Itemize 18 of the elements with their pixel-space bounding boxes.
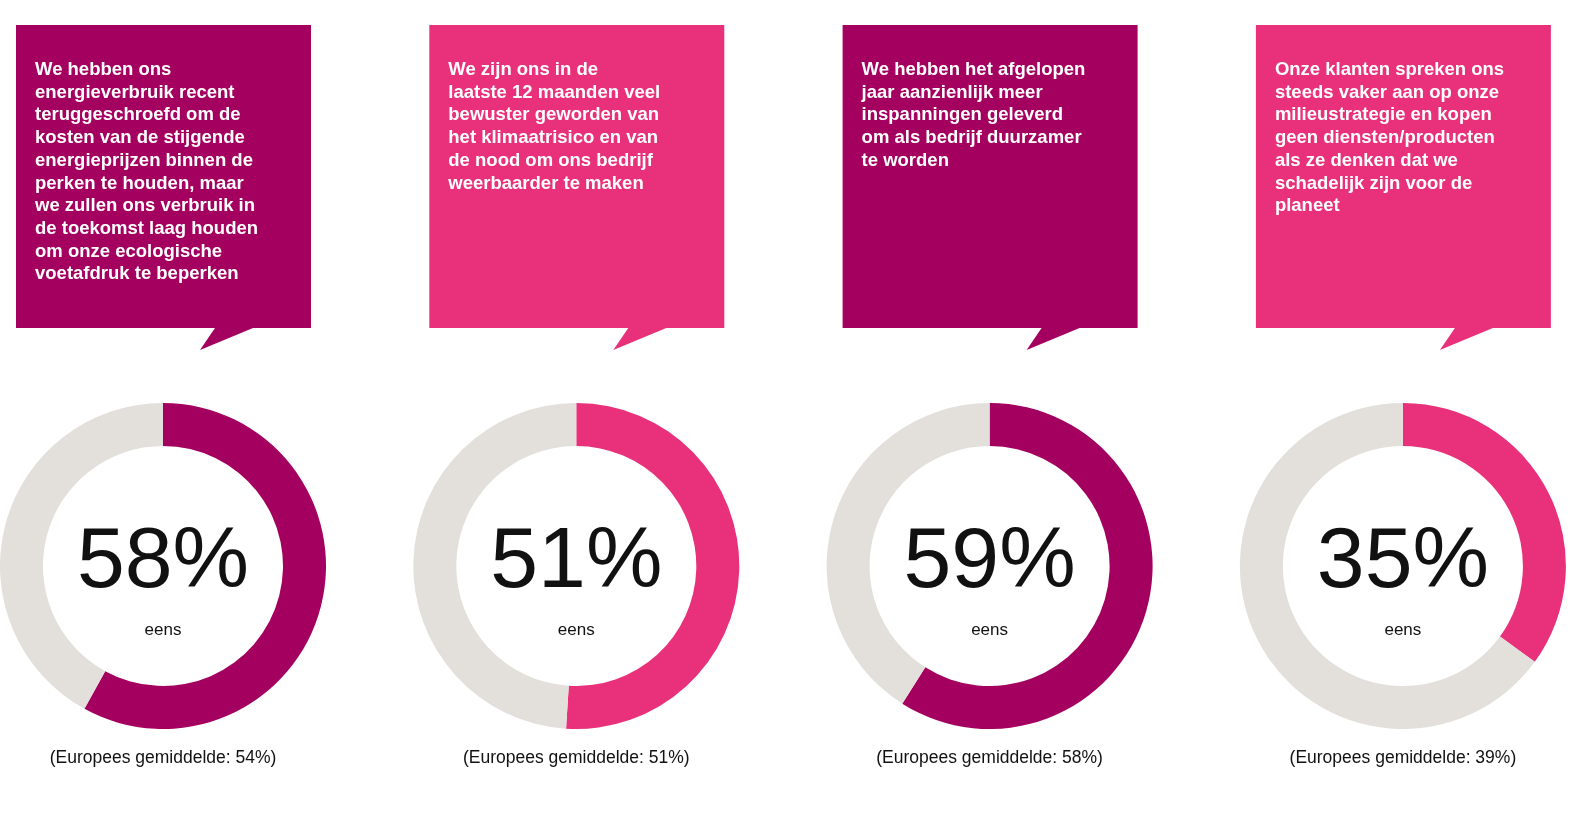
data-label: 59% (903, 509, 1076, 605)
data-label: 58% (76, 509, 250, 605)
text: (Europees gemiddelde: 39%) (1289, 747, 1517, 767)
slice-label: eens (971, 620, 1009, 639)
chart-title: We hebben het afgelopen jaar aanzienlijk meer inspanningen geleverd om als bedrijf duurzamer te worden (860, 58, 1086, 170)
text: (Europees gemiddelde: 58%) (876, 747, 1103, 767)
text: (Europees gemiddelde: 54%) (49, 747, 277, 767)
slice-label: eens (1384, 620, 1422, 639)
chart-title: Onze klanten spreken ons steeds vaker aan op onze milieustrategie en kopen geen diensten/producten als ze denken dat we schadelijk zijn voor de planeet (1274, 58, 1505, 216)
data-label: 35% (1316, 509, 1489, 605)
chart-title: We zijn ons in de laatste 12 maanden veel bewuster geworden van het klimaatrisico en van de nood om ons bedrijf weerbaarder te maken (447, 58, 661, 193)
data-label: 51% (490, 509, 663, 605)
donut-slice (902, 403, 1153, 729)
chart-title: We hebben ons energieverbruik recent teruggeschroefd om de kosten van de stijgende energieprijzen binnen de perken te houden, maar we zullen ons verbruik in de toekomst laag houden om onze ecologische voetafdruk te beperken (35, 58, 259, 284)
slice-label: eens (144, 620, 182, 639)
slice-label: eens (557, 620, 595, 639)
text: (Europees gemiddelde: 51%) (462, 747, 690, 767)
donut-slice (1240, 403, 1535, 729)
